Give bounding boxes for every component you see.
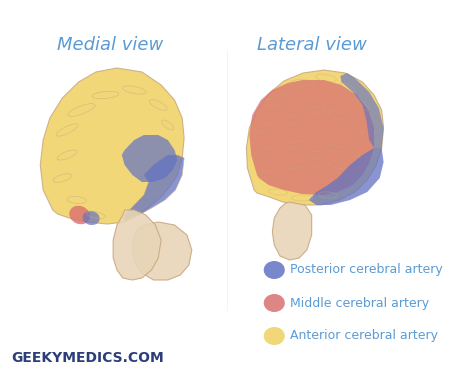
Polygon shape	[125, 155, 184, 222]
Text: Medial view: Medial view	[57, 36, 164, 54]
Ellipse shape	[82, 211, 100, 225]
Polygon shape	[273, 202, 312, 260]
Polygon shape	[132, 222, 192, 280]
Ellipse shape	[264, 327, 285, 345]
Polygon shape	[340, 73, 383, 148]
Polygon shape	[309, 148, 383, 205]
Ellipse shape	[69, 206, 90, 224]
Polygon shape	[246, 70, 383, 205]
Text: Lateral view: Lateral view	[257, 36, 366, 54]
Text: Posterior cerebral artery: Posterior cerebral artery	[290, 264, 442, 276]
Ellipse shape	[264, 294, 285, 312]
Text: Anterior cerebral artery: Anterior cerebral artery	[290, 329, 438, 342]
Polygon shape	[249, 80, 374, 195]
Text: Middle cerebral artery: Middle cerebral artery	[290, 296, 428, 310]
Ellipse shape	[264, 261, 285, 279]
Polygon shape	[122, 135, 177, 182]
Polygon shape	[113, 210, 161, 280]
Text: GEEKYMEDICS.COM: GEEKYMEDICS.COM	[11, 351, 164, 365]
Polygon shape	[40, 68, 184, 224]
